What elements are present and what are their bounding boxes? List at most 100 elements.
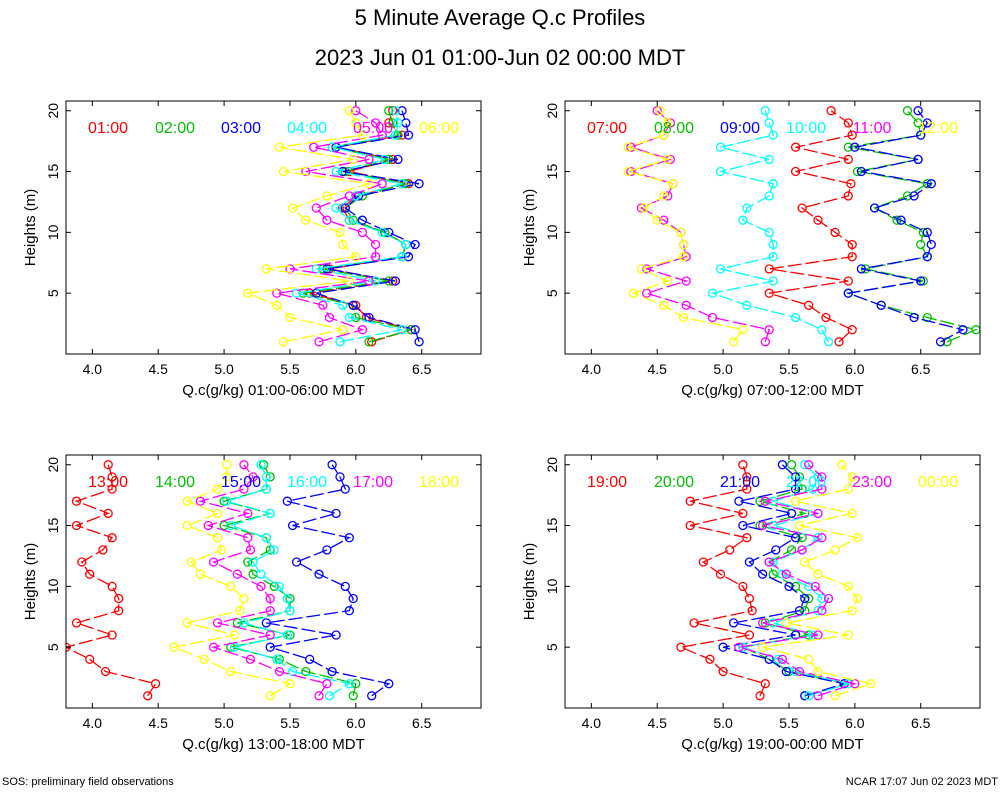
x-tick-label: 6.5 [911, 361, 931, 377]
data-point [256, 460, 266, 470]
plot-area [623, 106, 980, 347]
x-axis-label: Q.c(g/kg) 01:00-06:00 MDT [182, 382, 365, 399]
data-point [804, 460, 814, 470]
data-point [843, 142, 853, 152]
data-point [256, 569, 266, 579]
data-point [663, 118, 673, 128]
data-point [208, 642, 219, 652]
data-point [843, 288, 853, 298]
data-point [794, 520, 805, 531]
data-point [107, 472, 117, 482]
data-point [245, 654, 256, 664]
data-point [150, 679, 161, 689]
data-point [265, 508, 275, 519]
legend-label: 22:00 [786, 474, 826, 491]
data-point [287, 203, 298, 213]
data-point [718, 642, 728, 652]
y-tick-label: 5 [544, 289, 560, 297]
data-point [216, 545, 227, 555]
data-point [707, 312, 718, 323]
legend-label: 17:00 [353, 474, 393, 491]
data-point [370, 252, 381, 262]
series-line-1800 [171, 464, 292, 697]
data-point [639, 203, 649, 213]
data-point [781, 666, 791, 677]
data-point [348, 300, 358, 310]
data-point [876, 300, 886, 310]
data-point [272, 300, 282, 310]
data-point [817, 606, 827, 616]
data-point [274, 666, 285, 677]
data-point [364, 276, 374, 286]
y-tick-label: 20 [544, 103, 560, 119]
data-point [837, 460, 847, 470]
data-point [764, 264, 774, 274]
data-point [810, 581, 820, 592]
y-axis-label: Heights (m) [521, 543, 538, 621]
data-point [823, 337, 834, 347]
data-point [652, 106, 662, 116]
data-point [239, 618, 249, 628]
data-point [813, 606, 823, 616]
data-point [768, 239, 778, 250]
data-point [344, 215, 354, 225]
data-point [705, 654, 715, 664]
data-point [380, 154, 390, 165]
data-point [186, 557, 196, 567]
data-point [623, 166, 633, 177]
data-point [384, 106, 394, 116]
data-point [226, 581, 236, 592]
data-point [71, 618, 82, 628]
data-point [331, 508, 341, 519]
data-point [243, 533, 253, 543]
chart-panel-4: 4.0 4.5 5.0 5.5 6.0 6.5 5 10 15 20 Q.c(g/kg) 19:00… [521, 454, 981, 753]
data-point [850, 142, 860, 152]
data-point [760, 679, 770, 689]
data-point [103, 460, 113, 470]
x-tick-label: 6.0 [845, 715, 865, 731]
data-point [388, 118, 398, 128]
data-point [685, 496, 695, 506]
data-point [768, 179, 778, 189]
data-point [768, 130, 778, 140]
x-tick-label: 4.0 [83, 715, 103, 731]
data-point [681, 300, 691, 310]
legend-label: 05:00 [353, 120, 393, 137]
data-point [797, 203, 807, 213]
data-point [324, 312, 335, 323]
series-line-0700 [769, 110, 854, 343]
data-point [335, 337, 345, 347]
data-point [212, 508, 223, 519]
data-point [243, 557, 253, 567]
plot-area [66, 460, 394, 701]
data-point [813, 508, 823, 519]
data-point [760, 106, 770, 116]
data-point [285, 679, 295, 689]
x-axis-label: Q.c(g/kg) 13:00-18:00 MDT [182, 736, 365, 753]
data-point [817, 593, 827, 604]
data-point [659, 300, 669, 310]
legend-label: 07:00 [587, 120, 627, 137]
data-point [764, 325, 774, 335]
series-line-0000 [762, 464, 874, 697]
data-point [377, 227, 387, 238]
data-point [738, 508, 748, 519]
data-point [367, 691, 377, 701]
series-line-0400 [296, 110, 407, 343]
data-point [239, 460, 249, 470]
data-point [764, 227, 774, 238]
data-point [370, 276, 381, 286]
data-point [235, 606, 245, 616]
data-point [655, 106, 665, 116]
series-line-1700 [197, 464, 328, 697]
data-point [742, 484, 752, 494]
data-point [107, 533, 117, 543]
data-point [278, 166, 289, 177]
data-point [212, 484, 223, 494]
data-point [681, 276, 691, 286]
data-point [728, 337, 739, 347]
series-line-1600 [224, 464, 352, 697]
data-point [265, 472, 275, 482]
data-point [623, 142, 633, 152]
